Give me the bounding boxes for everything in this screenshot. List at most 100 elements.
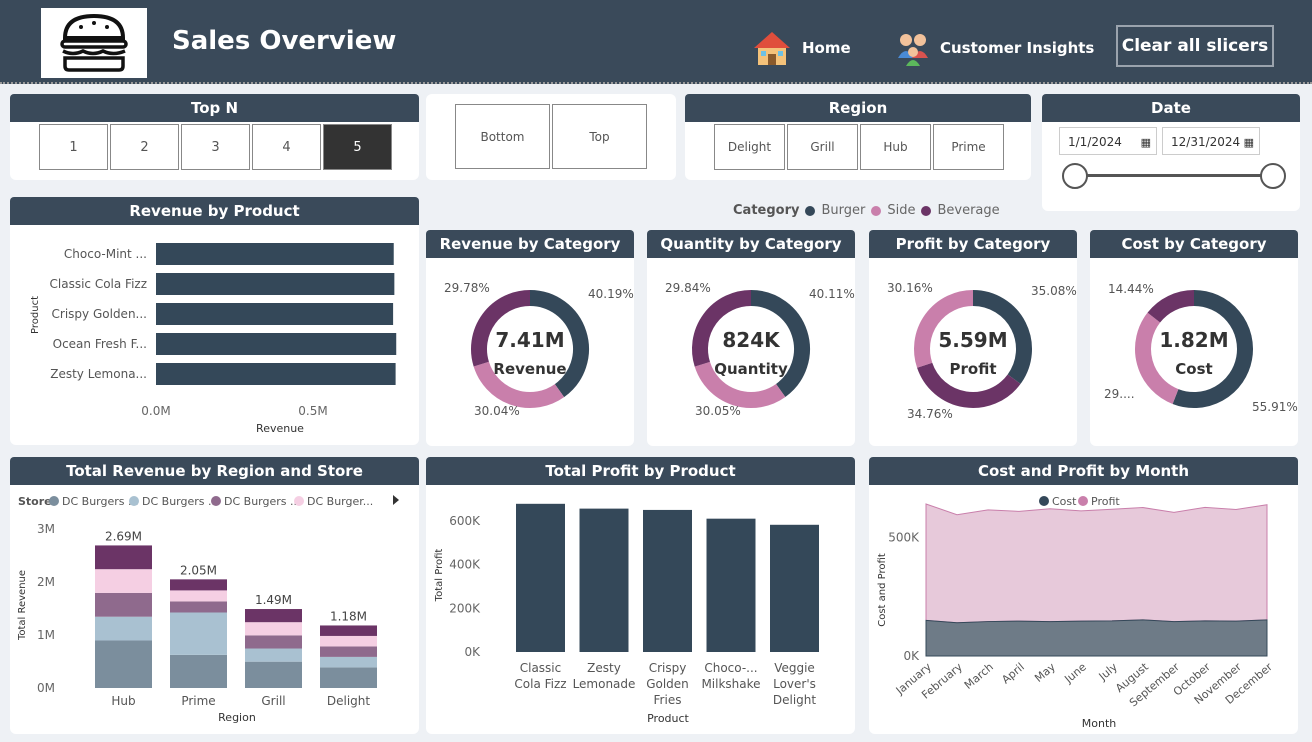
donut-slice-side[interactable]	[1135, 312, 1179, 404]
direction-option-top[interactable]: Top	[552, 104, 647, 169]
stack-segment[interactable]	[320, 656, 377, 668]
product-bar[interactable]	[156, 363, 396, 385]
slice-label: 55.91%	[1252, 400, 1298, 414]
calendar-icon[interactable]: ▦	[1243, 136, 1254, 149]
quantity-by-category-chart: 40.11% 30.05% 29.84% 824K Quantity	[665, 281, 855, 418]
month-tick: March	[962, 660, 996, 692]
x-axis-label: Product	[647, 712, 689, 725]
profit-area[interactable]	[925, 503, 1268, 624]
direction-slicer: Bottom Top	[426, 94, 676, 180]
donut-slice-side[interactable]	[914, 290, 974, 368]
legend-side[interactable]: Side	[887, 203, 916, 218]
product-bar[interactable]	[156, 333, 397, 355]
store-legend-item[interactable]: DC Burgers ...	[142, 495, 218, 508]
region-tick: Prime	[181, 694, 215, 708]
profit-bar[interactable]	[579, 508, 629, 652]
product-bar[interactable]	[156, 273, 395, 295]
stack-segment[interactable]	[170, 601, 227, 613]
profit-bar[interactable]	[643, 509, 692, 652]
region-option-hub[interactable]: Hub	[860, 124, 931, 170]
donut-slice-beverage[interactable]	[692, 290, 752, 367]
month-legend-item[interactable]: Profit	[1091, 495, 1120, 508]
stack-segment[interactable]	[95, 616, 152, 641]
stack-segment[interactable]	[170, 654, 227, 688]
donut-slice-beverage[interactable]	[917, 362, 1021, 408]
customer-insights-nav-button[interactable]: Customer Insights	[896, 30, 1094, 66]
stack-segment[interactable]	[170, 612, 227, 655]
donut-slice-burger[interactable]	[529, 290, 589, 398]
cost-area[interactable]	[925, 619, 1268, 657]
donut-slice-beverage[interactable]	[1147, 290, 1195, 323]
stack-segment[interactable]	[95, 592, 152, 617]
donut-center-label: Profit	[950, 360, 997, 378]
stack-segment[interactable]	[320, 667, 377, 688]
category-legend: Category Burger Side Beverage	[733, 203, 1000, 218]
stack-segment[interactable]	[245, 609, 302, 623]
product-label: Classic Cola Fizz	[50, 277, 148, 291]
quantity-by-category-title: Quantity by Category	[647, 230, 855, 258]
date-range-end-handle[interactable]	[1260, 163, 1286, 189]
total-label: 2.69M	[105, 529, 142, 543]
stack-segment[interactable]	[95, 640, 152, 688]
calendar-icon[interactable]: ▦	[1140, 136, 1151, 149]
product-bar[interactable]	[156, 243, 394, 265]
home-nav-button[interactable]: Home	[752, 30, 851, 66]
stack-segment[interactable]	[245, 622, 302, 636]
start-date-input[interactable]: 1/1/2024 ▦	[1059, 127, 1157, 155]
slice-label: 30.16%	[887, 281, 933, 295]
legend-beverage[interactable]: Beverage	[937, 203, 1000, 218]
store-legend-item[interactable]: DC Burgers ...	[224, 495, 300, 508]
stack-segment[interactable]	[320, 625, 377, 636]
date-range-start-handle[interactable]	[1062, 163, 1088, 189]
donut-slice-beverage[interactable]	[471, 290, 531, 367]
stack-segment[interactable]	[95, 569, 152, 593]
profit-bar[interactable]	[770, 524, 819, 652]
donut-slice-burger[interactable]	[750, 290, 810, 397]
region-option-grill[interactable]: Grill	[787, 124, 858, 170]
stack-segment[interactable]	[170, 590, 227, 602]
legend-next-arrow[interactable]	[393, 495, 399, 505]
direction-option-bottom[interactable]: Bottom	[455, 104, 550, 169]
stack-segment[interactable]	[245, 661, 302, 688]
stack-segment[interactable]	[245, 635, 302, 649]
product-tick: Veggie	[774, 661, 815, 675]
burger-dot	[805, 205, 816, 216]
product-tick: Delight	[773, 693, 817, 707]
profit-by-product-title: Total Profit by Product	[426, 457, 855, 485]
profit-bar[interactable]	[516, 503, 565, 652]
store-legend-item[interactable]: DC Burgers ...	[62, 495, 138, 508]
stack-segment[interactable]	[245, 648, 302, 662]
cost-profit-by-month-title: Cost and Profit by Month	[869, 457, 1298, 485]
product-tick: Choco-...	[704, 661, 757, 675]
revenue-by-product-title: Revenue by Product	[10, 197, 419, 225]
top-n-option-1[interactable]: 1	[39, 124, 108, 170]
stack-segment[interactable]	[320, 635, 377, 647]
y-tick: 400K	[449, 558, 481, 572]
month-legend-item[interactable]: Cost	[1052, 495, 1077, 508]
stack-segment[interactable]	[95, 545, 152, 570]
product-tick: Crispy	[649, 661, 687, 675]
donut-slice-burger[interactable]	[972, 290, 1032, 384]
donut-slice-side[interactable]	[694, 361, 786, 408]
end-date-input[interactable]: 12/31/2024 ▦	[1162, 127, 1260, 155]
month-legend-dot	[1078, 496, 1088, 506]
profit-bar[interactable]	[706, 518, 756, 652]
donut-slice-side[interactable]	[473, 361, 565, 408]
slice-label: 30.05%	[695, 404, 741, 418]
stack-segment[interactable]	[320, 646, 377, 657]
product-bar[interactable]	[156, 303, 394, 325]
stack-segment[interactable]	[170, 579, 227, 591]
region-tick: Grill	[261, 694, 285, 708]
top-n-option-3[interactable]: 3	[181, 124, 250, 170]
region-option-prime[interactable]: Prime	[933, 124, 1004, 170]
store-legend-item[interactable]: DC Burger...	[307, 495, 373, 508]
top-n-option-4[interactable]: 4	[252, 124, 321, 170]
clear-slicers-button[interactable]: Clear all slicers	[1116, 25, 1274, 67]
donut-slice-burger[interactable]	[1172, 290, 1253, 408]
region-option-delight[interactable]: Delight	[714, 124, 785, 170]
profit-by-category-chart: 35.08% 34.76% 30.16% 5.59M Profit	[887, 281, 1077, 421]
burger-icon	[60, 13, 128, 72]
legend-burger[interactable]: Burger	[821, 203, 866, 218]
top-n-option-5[interactable]: 5	[323, 124, 392, 170]
top-n-option-2[interactable]: 2	[110, 124, 179, 170]
